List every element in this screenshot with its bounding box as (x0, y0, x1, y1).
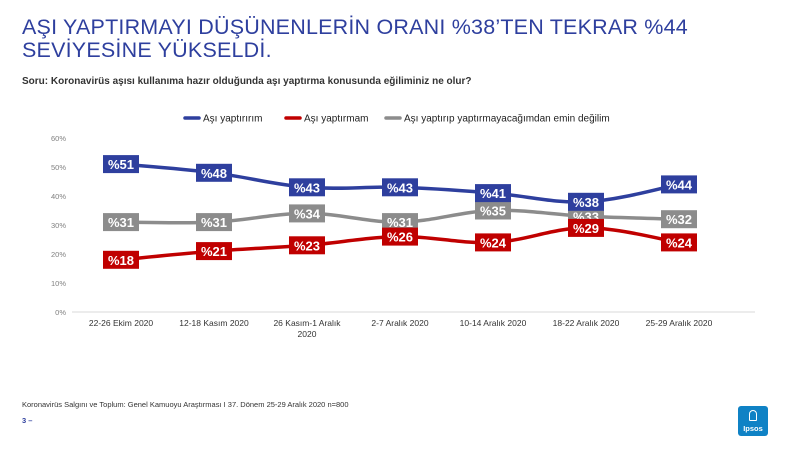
x-tick-label: 26 Kasım-1 Aralık 2020 (273, 318, 341, 339)
data-point-box (661, 210, 697, 229)
data-point-box (568, 192, 604, 211)
data-label: %43 (387, 180, 413, 195)
ipsos-logo: Ipsos (738, 406, 768, 436)
data-point-box (289, 204, 325, 223)
page-title: AŞI YAPTIRMAYI DÜŞÜNENLERİN ORANI %38’TE… (22, 15, 688, 62)
data-point-box (475, 184, 511, 203)
legend-label: Aşı yaptırırım (203, 114, 262, 125)
y-tick-label: 60% (51, 134, 66, 143)
x-tick-label: 2-7 Aralık 2020 (371, 318, 428, 328)
data-label: %24 (480, 235, 507, 250)
data-point-box (196, 213, 232, 232)
data-label: %26 (387, 230, 413, 245)
data-point-box (196, 163, 232, 182)
data-point-box (196, 242, 232, 261)
data-point-box (289, 236, 325, 255)
x-tick-label: 25-29 Aralık 2020 (646, 318, 713, 328)
data-point-box (103, 213, 139, 232)
data-label: %44 (666, 177, 693, 192)
data-point-box (475, 201, 511, 220)
y-tick-label: 40% (51, 192, 66, 201)
data-label: %31 (108, 215, 134, 230)
y-tick-label: 0% (55, 308, 66, 317)
data-point-box (661, 233, 697, 252)
footer-source: Koronavirüs Salgını ve Toplum: Genel Kam… (22, 400, 349, 409)
data-point-box (103, 155, 139, 174)
data-label: %24 (666, 235, 693, 250)
data-point-box (382, 227, 418, 246)
data-label: %23 (294, 238, 320, 253)
data-label: %32 (666, 212, 692, 227)
y-tick-label: 30% (51, 221, 66, 230)
data-point-box (568, 218, 604, 237)
page-number: 3 – (22, 416, 33, 425)
data-label: %34 (294, 206, 321, 221)
data-label: %29 (573, 221, 599, 236)
data-label: %48 (201, 166, 227, 181)
data-label: %31 (387, 215, 413, 230)
data-label: %43 (294, 180, 320, 195)
y-tick-label: 10% (51, 279, 66, 288)
data-label: %38 (573, 195, 599, 210)
x-tick-label: 22-26 Ekim 2020 (89, 318, 154, 328)
line-chart: 0% 10% 20% 30% 40% 50% 60% 22-26 Ekim 2020 12-18… (51, 114, 755, 339)
logo-label: Ipsos (743, 424, 763, 433)
legend-label: Aşı yaptırmam (304, 114, 368, 125)
survey-question: Soru: Koronavirüs aşısı kullanıma hazır … (22, 76, 472, 87)
x-tick-label: 10-14 Aralık 2020 (460, 318, 527, 328)
legend-label: Aşı yaptırıp yaptırmayacağımdan emin değ… (404, 114, 610, 125)
data-point-box (661, 175, 697, 194)
data-label: %51 (108, 157, 134, 172)
y-tick-label: 20% (51, 250, 66, 259)
data-label: %31 (201, 215, 227, 230)
data-point-box (289, 178, 325, 197)
data-label: %41 (480, 186, 506, 201)
data-label: %18 (108, 253, 134, 268)
data-point-box (103, 250, 139, 269)
x-tick-label: 12-18 Kasım 2020 (179, 318, 249, 328)
x-tick-label: 18-22 Aralık 2020 (553, 318, 620, 328)
y-tick-label: 50% (51, 163, 66, 172)
data-point-box (382, 178, 418, 197)
data-label: %35 (480, 204, 506, 219)
logo-mark-icon (749, 410, 757, 421)
data-point-box (382, 213, 418, 232)
data-point-box (475, 233, 511, 252)
data-label: %21 (201, 244, 227, 259)
